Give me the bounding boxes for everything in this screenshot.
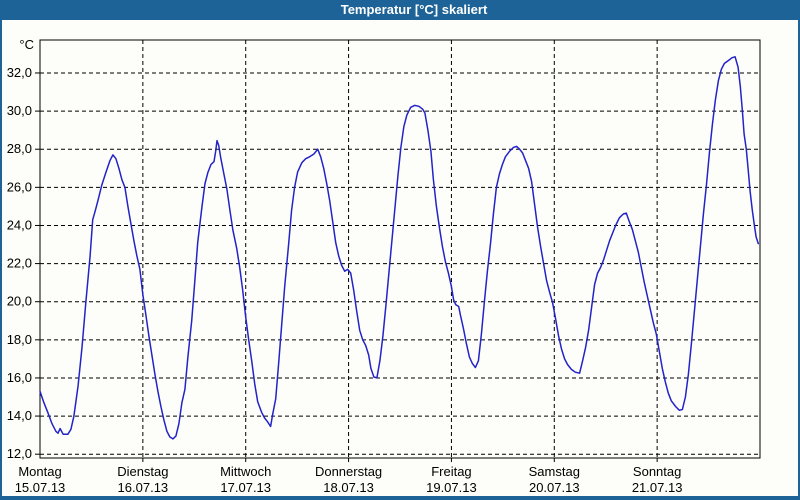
y-tick-label: 22,0 xyxy=(7,256,32,271)
x-date-label: 20.07.13 xyxy=(529,480,580,495)
x-day-label: Donnerstag xyxy=(315,464,382,479)
window-titlebar: Temperatur [°C] skaliert xyxy=(2,0,798,20)
y-tick-label: 18,0 xyxy=(7,332,32,347)
x-date-label: 21.07.13 xyxy=(632,480,683,495)
y-tick-label: 28,0 xyxy=(7,141,32,156)
y-tick-label: 30,0 xyxy=(7,103,32,118)
x-date-label: 19.07.13 xyxy=(426,480,477,495)
x-date-label: 15.07.13 xyxy=(15,480,66,495)
x-day-label: Mittwoch xyxy=(220,464,271,479)
x-date-label: 18.07.13 xyxy=(323,480,374,495)
y-tick-label: 14,0 xyxy=(7,408,32,423)
plot-border xyxy=(39,39,761,459)
y-tick-label: 12,0 xyxy=(7,446,32,461)
x-date-label: 16.07.13 xyxy=(118,480,169,495)
temperature-line xyxy=(39,56,760,440)
window-title: Temperatur [°C] skaliert xyxy=(340,2,488,17)
x-day-label: Samstag xyxy=(529,464,580,479)
y-tick-label: 20,0 xyxy=(7,294,32,309)
y-tick-label: 32,0 xyxy=(7,65,32,80)
y-tick-label: 24,0 xyxy=(7,217,32,232)
x-date-label: 17.07.13 xyxy=(220,480,271,495)
y-axis-unit-label: °C xyxy=(19,37,34,52)
y-tick-label: 26,0 xyxy=(7,179,32,194)
x-day-label: Sonntag xyxy=(633,464,681,479)
x-day-label: Freitag xyxy=(431,464,471,479)
x-day-label: Dienstag xyxy=(117,464,168,479)
x-day-label: Montag xyxy=(18,464,61,479)
y-tick-label: 16,0 xyxy=(7,370,32,385)
